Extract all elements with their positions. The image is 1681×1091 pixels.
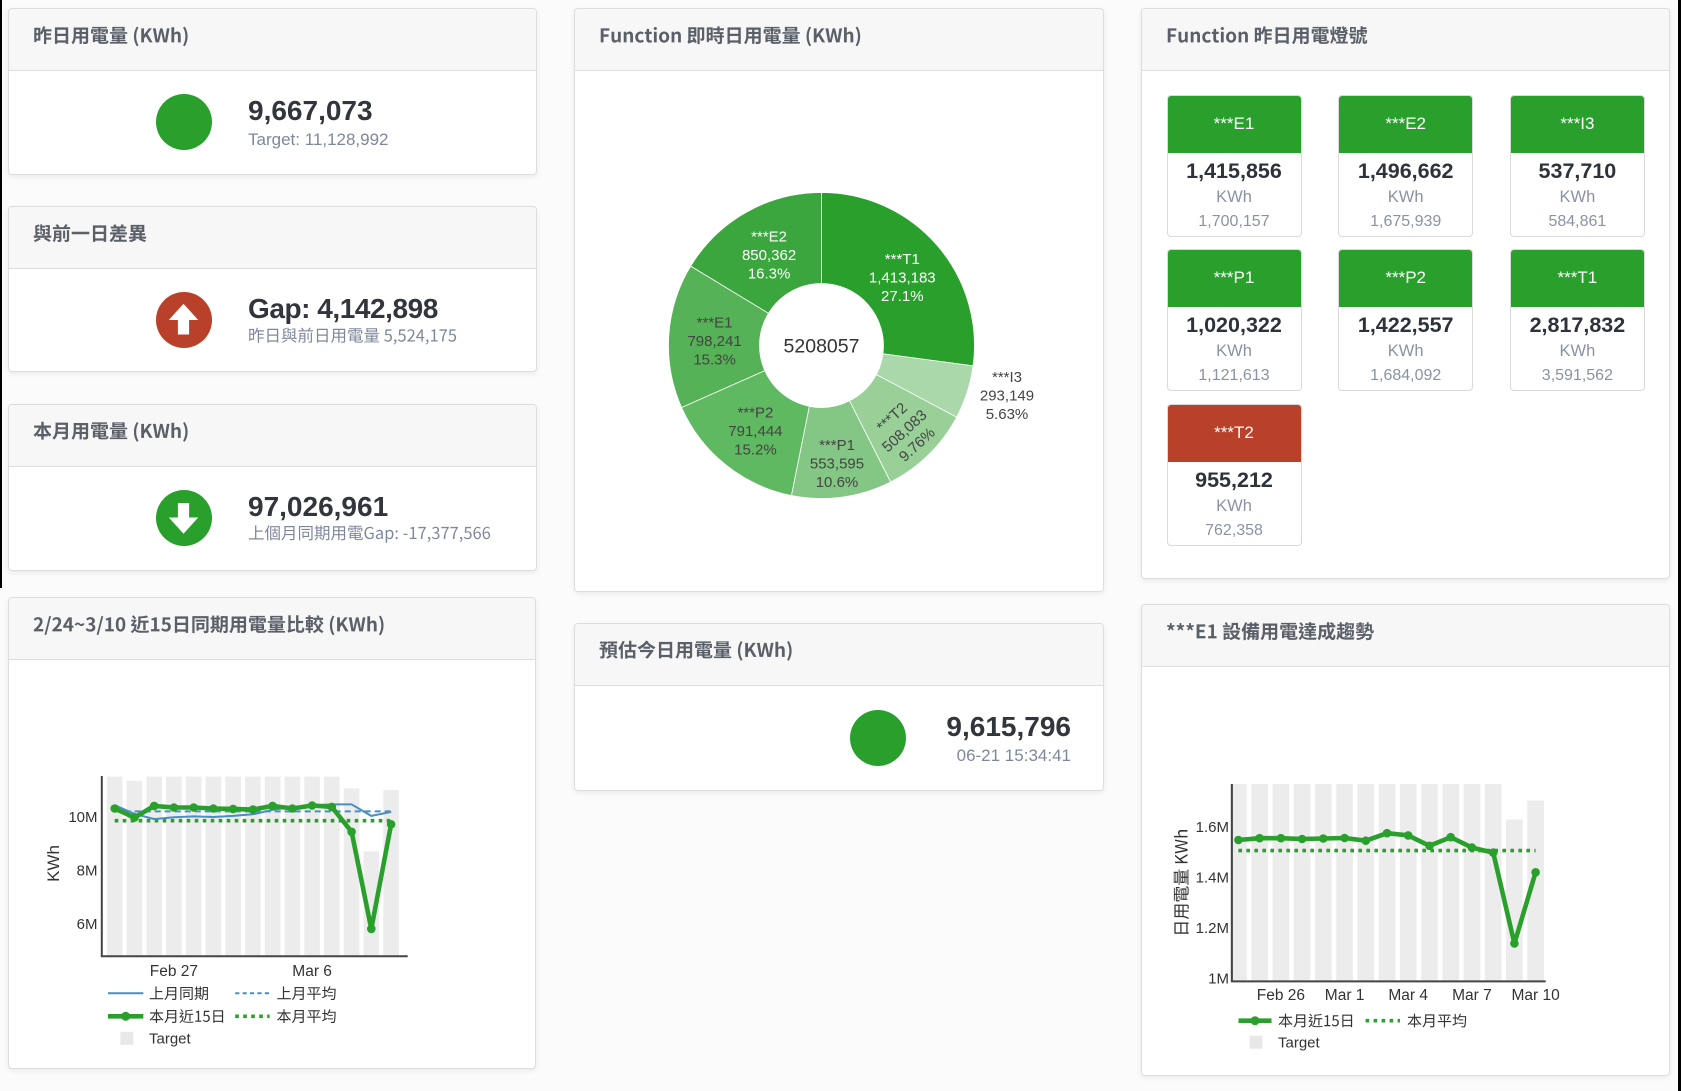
svg-text:27.1%: 27.1% — [881, 288, 924, 305]
svg-text:1M: 1M — [1208, 971, 1229, 988]
svg-text:850,362: 850,362 — [742, 247, 796, 264]
svg-text:Mar 7: Mar 7 — [1452, 987, 1492, 1004]
svg-text:1.4M: 1.4M — [1196, 870, 1229, 887]
svg-text:Feb 27: Feb 27 — [150, 963, 198, 980]
svg-text:Mar 1: Mar 1 — [1325, 987, 1365, 1004]
svg-text:10M: 10M — [68, 809, 97, 826]
svg-text:***P1: ***P1 — [819, 437, 855, 454]
svg-text:Mar 10: Mar 10 — [1511, 987, 1560, 1004]
svg-text:15.3%: 15.3% — [693, 351, 736, 368]
svg-text:***E1: ***E1 — [697, 314, 733, 331]
svg-text:5.63%: 5.63% — [986, 406, 1029, 423]
svg-text:16.3%: 16.3% — [748, 265, 791, 282]
svg-text:Target: Target — [149, 1031, 192, 1048]
svg-text:Mar 6: Mar 6 — [292, 963, 332, 980]
svg-text:1,413,183: 1,413,183 — [869, 270, 936, 287]
svg-text:***I3: ***I3 — [992, 369, 1022, 386]
svg-text:5208057: 5208057 — [784, 336, 860, 358]
svg-text:10.6%: 10.6% — [816, 474, 859, 491]
svg-text:15.2%: 15.2% — [734, 442, 777, 459]
svg-text:798,241: 798,241 — [687, 333, 741, 350]
svg-text:Target: Target — [1278, 1035, 1321, 1052]
svg-text:Mar 4: Mar 4 — [1388, 987, 1428, 1004]
svg-text:293,149: 293,149 — [980, 388, 1034, 405]
svg-text:***E2: ***E2 — [751, 228, 787, 245]
svg-text:1.2M: 1.2M — [1196, 920, 1229, 937]
svg-text:6M: 6M — [77, 916, 98, 933]
svg-text:KWh: KWh — [44, 845, 63, 882]
svg-text:***P2: ***P2 — [737, 405, 773, 422]
svg-text:8M: 8M — [77, 863, 98, 880]
svg-text:***T1: ***T1 — [885, 251, 920, 268]
svg-text:553,595: 553,595 — [810, 456, 864, 473]
svg-text:Feb 26: Feb 26 — [1257, 987, 1305, 1004]
svg-text:791,444: 791,444 — [728, 423, 782, 440]
svg-text:1.6M: 1.6M — [1196, 819, 1229, 836]
